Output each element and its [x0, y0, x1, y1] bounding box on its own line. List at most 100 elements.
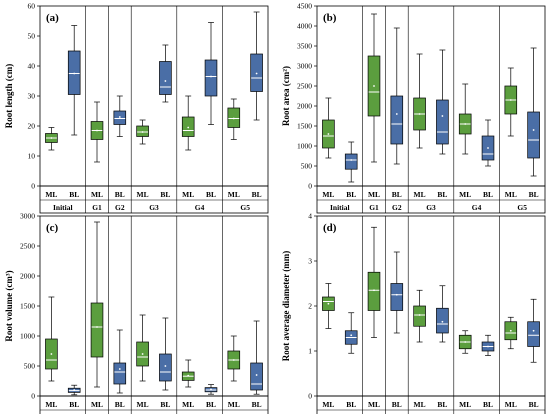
box-ml [367, 226, 381, 338]
category-label: ML [322, 400, 334, 409]
mean-marker [464, 341, 467, 343]
group-label: Initial [53, 203, 73, 212]
panel-label: (a) [46, 12, 59, 24]
panel-a: 0 10 20 30 40 50 60 Root length (cm) (a) ML BL ML BL… [4, 2, 269, 214]
box-ml [90, 221, 104, 388]
box-bl [481, 119, 495, 167]
y-tick-label: 60 [28, 2, 36, 11]
box-bl [527, 298, 540, 363]
category-label: BL [160, 190, 170, 199]
category-label: BL [392, 190, 402, 199]
category-label: ML [414, 400, 426, 409]
box-body [90, 302, 104, 358]
box-ml [90, 101, 104, 163]
category-table [39, 395, 269, 414]
mean-marker [187, 374, 190, 377]
mean-marker [187, 126, 190, 129]
box-ml [227, 335, 241, 382]
category-label: BL [252, 190, 262, 199]
y-tick-label: 4 [308, 212, 312, 221]
box-ml [504, 316, 518, 350]
box-ml [181, 359, 195, 388]
mean-marker [441, 320, 444, 323]
panel-c: 0 500 1000 1500 2000 2500 3000 Root volume (cm³… [4, 212, 269, 414]
box-bl [250, 11, 263, 121]
box-bl [436, 49, 449, 155]
mean-marker [141, 353, 144, 355]
group-label: G1 [92, 203, 102, 212]
category-label: BL [529, 190, 539, 199]
y-tick-label: 10 [28, 152, 36, 161]
mean-marker [532, 329, 535, 332]
y-tick-label: 3000 [20, 212, 35, 221]
category-label: ML [45, 190, 57, 199]
box-body [344, 153, 358, 170]
category-label: BL [115, 400, 125, 409]
y-tick-label: 2500 [20, 242, 35, 251]
y-tick-label: 1500 [20, 302, 35, 311]
group-label: G1 [369, 203, 379, 212]
box-body [436, 99, 449, 145]
box-body [367, 271, 381, 311]
mean-marker [395, 293, 398, 296]
y-tick-label: 3 [308, 257, 312, 266]
category-label: ML [137, 400, 149, 409]
category-label: ML [322, 190, 334, 199]
y-tick-label: 0 [308, 182, 312, 191]
box-bl [67, 384, 81, 396]
box-ml [413, 53, 426, 149]
box-bl [436, 285, 449, 343]
box-ml [322, 283, 335, 329]
box-bl [390, 27, 404, 165]
mean-marker [232, 117, 235, 120]
box-body [250, 362, 263, 391]
box-ml [45, 127, 58, 151]
category-label: ML [91, 400, 103, 409]
box-bl [204, 22, 218, 125]
category-label: BL [69, 190, 79, 199]
category-label: ML [45, 400, 57, 409]
y-tick-label: 500 [24, 362, 36, 371]
category-label: ML [368, 400, 380, 409]
box-bl [67, 25, 81, 136]
mean-marker [141, 131, 144, 133]
category-label: ML [91, 190, 103, 199]
box-bl [481, 334, 495, 356]
y-axis-label: Root volume (cm³) [4, 270, 14, 341]
box-ml [45, 296, 58, 382]
y-tick-label: 500 [301, 162, 313, 171]
y-tick-label: 40 [28, 62, 36, 71]
category-table [39, 185, 269, 214]
category-label: ML [505, 190, 517, 199]
y-tick-label: 2000 [20, 272, 35, 281]
group-label: G4 [195, 203, 205, 212]
box-body [436, 307, 449, 334]
panel-b: 0 500 1000 1500 2000 2500 3000 3500 4000 4500 Root… [281, 2, 546, 214]
mean-marker [373, 85, 375, 87]
mean-marker [373, 289, 375, 292]
category-label: ML [459, 190, 471, 199]
panel-label: (c) [46, 222, 59, 234]
category-label: BL [392, 400, 402, 409]
category-label: BL [483, 190, 493, 199]
box-ml [322, 97, 335, 159]
category-label: BL [437, 190, 447, 199]
category-label: ML [137, 190, 149, 199]
category-label: ML [459, 400, 471, 409]
mean-marker [487, 147, 489, 149]
panel-label: (b) [323, 12, 337, 24]
mean-marker [327, 302, 330, 305]
y-axis-label: Root average diameter (mm) [281, 251, 291, 362]
mean-marker [441, 115, 444, 117]
category-label: BL [69, 400, 79, 409]
category-table [316, 185, 546, 214]
y-tick-label: 0 [308, 392, 312, 401]
box-ml [227, 98, 241, 140]
y-tick-label: 3000 [297, 62, 312, 71]
box-body [113, 362, 127, 385]
box-body [527, 111, 540, 159]
y-tick-label: 3500 [297, 42, 312, 51]
category-label: BL [206, 190, 216, 199]
category-label: ML [228, 190, 240, 199]
